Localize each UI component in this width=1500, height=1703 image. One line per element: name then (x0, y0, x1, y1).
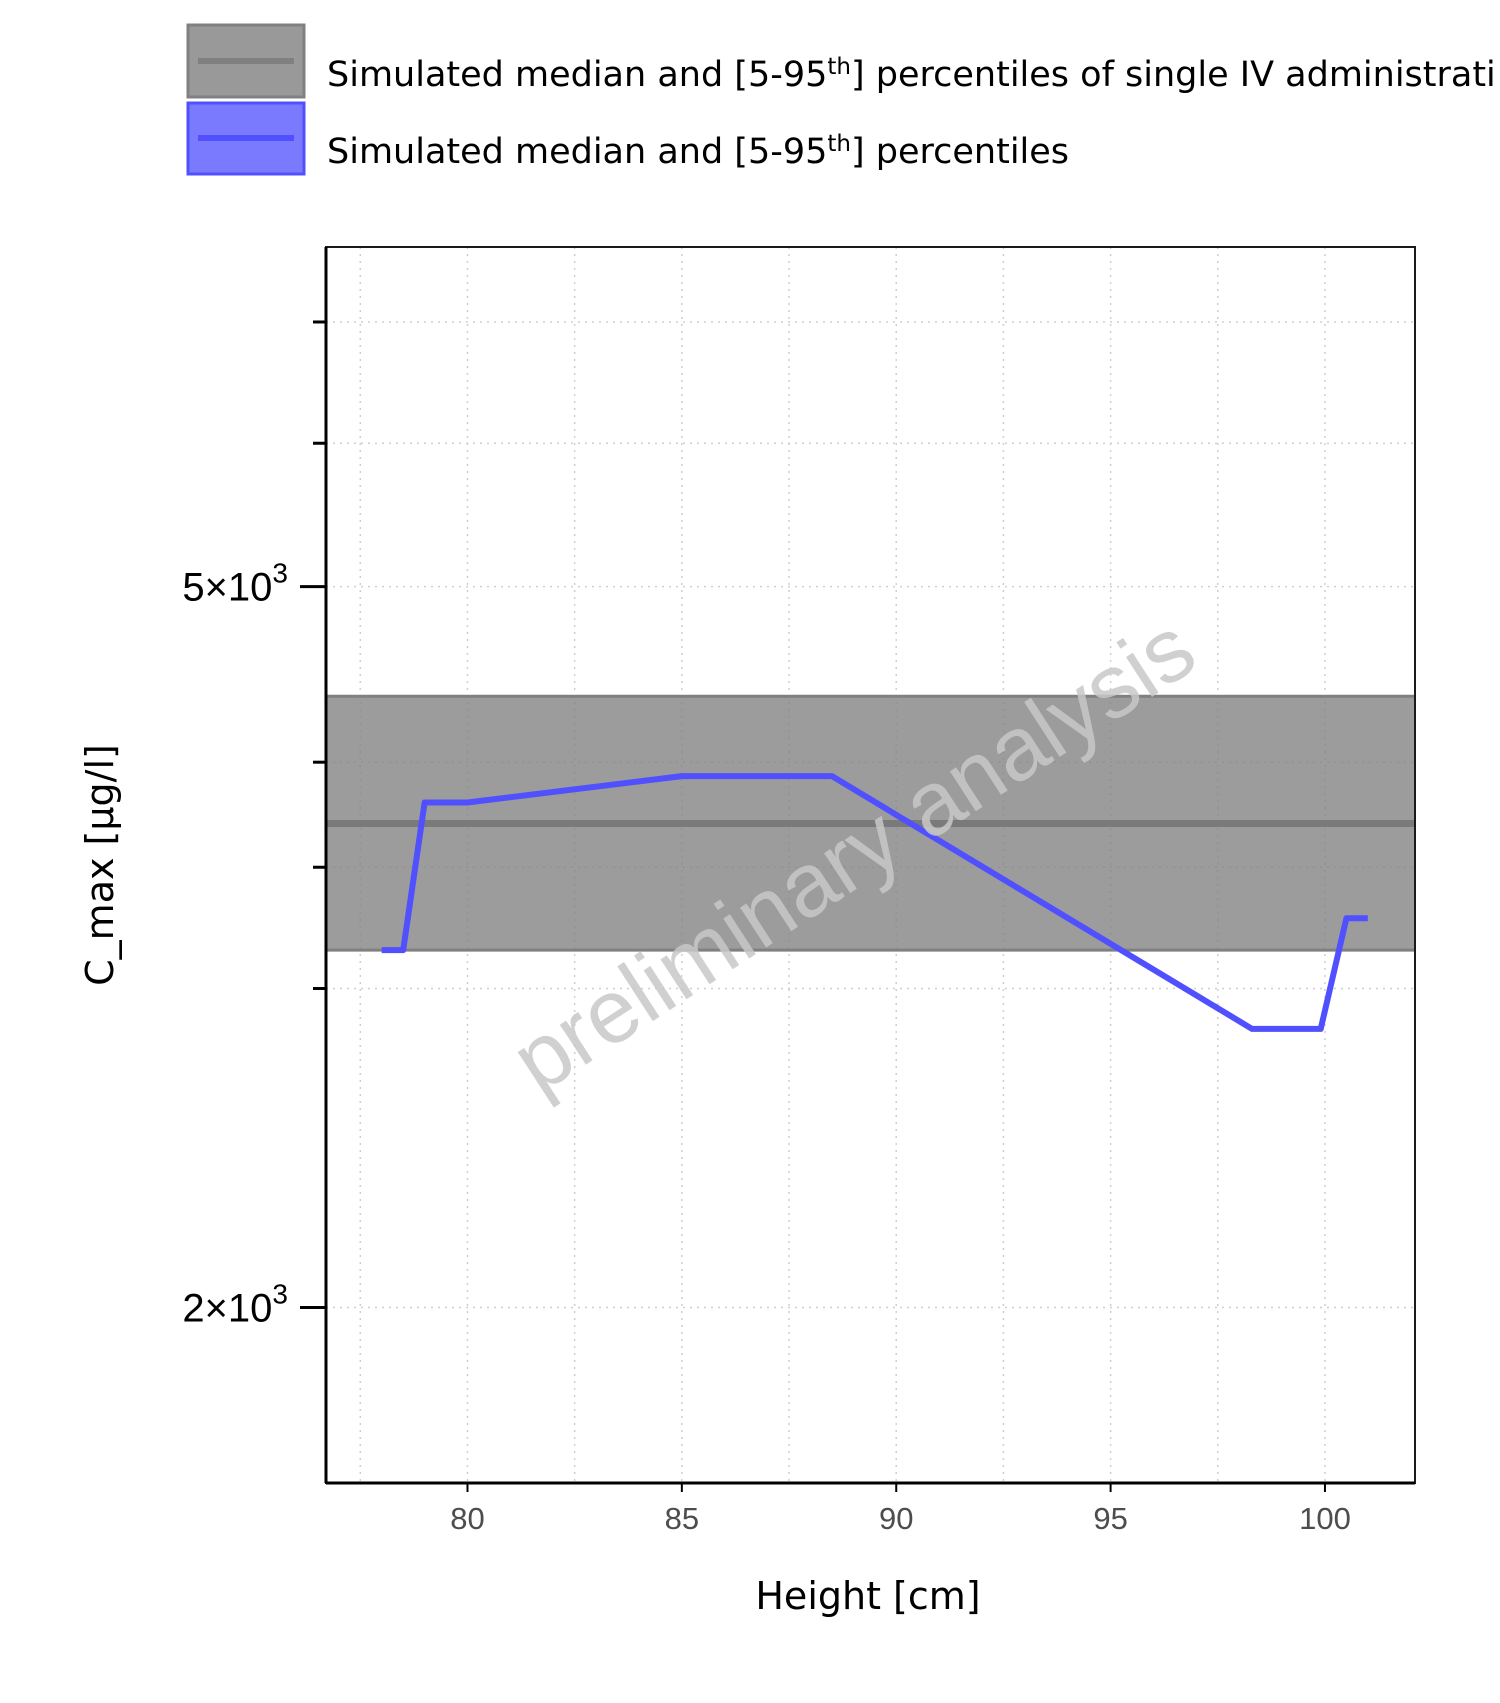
series-line (381, 773, 1368, 1032)
legend: Simulated median and [5-95th] percentile… (186, 23, 1496, 176)
x-tick-label: 95 (1093, 1501, 1127, 1536)
y-axis-title: C_max [µg/l] (78, 744, 122, 986)
x-tick-label: 90 (879, 1501, 913, 1536)
y-tick-label: 2×103 (182, 1278, 288, 1330)
x-tick-label: 85 (665, 1501, 699, 1536)
legend-entry-series: Simulated median and [5-95th] percentile… (186, 101, 1069, 176)
legend-entry-reference: Simulated median and [5-95th] percentile… (186, 23, 1496, 99)
series-group (381, 773, 1368, 1032)
x-tick-label: 100 (1299, 1501, 1351, 1536)
y-tick-label: 5×103 (182, 558, 288, 610)
legend-label-series: Simulated median and [5-95th] percentile… (327, 131, 1069, 172)
reference-band-group (326, 694, 1415, 952)
y-axis-ticks: 5×103 2×103 (182, 320, 326, 1330)
legend-label-reference: Simulated median and [5-95th] percentile… (327, 54, 1496, 95)
x-axis-ticks: 80 85 90 95 100 (450, 1483, 1351, 1536)
plot-panel: preliminary analysis (324, 246, 1416, 1485)
x-axis-title: Height [cm] (755, 1574, 980, 1618)
x-tick-label: 80 (450, 1501, 484, 1536)
